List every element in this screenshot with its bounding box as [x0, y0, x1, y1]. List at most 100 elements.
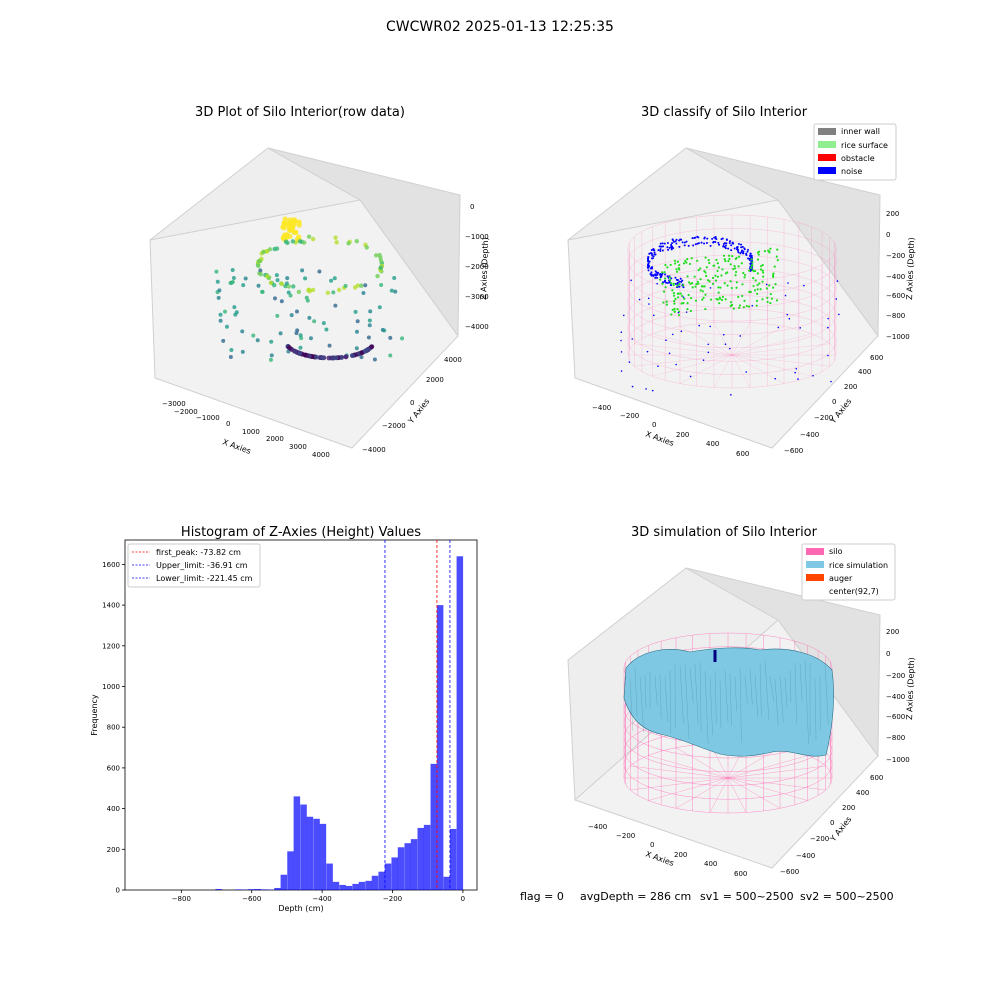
silo-spoke	[731, 354, 751, 388]
raw-ytick: −4000	[362, 446, 386, 454]
silo-spoke	[727, 777, 826, 791]
noise-point	[650, 252, 653, 255]
rice-surface-point	[716, 269, 719, 273]
hist-bar	[417, 827, 425, 890]
rice-surface-point	[740, 262, 743, 265]
hist-xtick-label: −800	[172, 895, 191, 903]
mesh-line	[769, 676, 775, 702]
raw-point	[286, 345, 292, 351]
raw-point	[317, 269, 322, 274]
noise-point	[737, 243, 740, 246]
raw-point	[275, 278, 280, 283]
rice-surface-point	[731, 255, 734, 258]
rice-surface-point	[694, 299, 698, 302]
rice-surface-point	[734, 274, 737, 277]
raw-point	[224, 324, 229, 329]
sim-legend: silo rice simulation auger center(92,7)	[801, 543, 896, 601]
silo-spoke	[727, 765, 826, 779]
hist-xtick-label: −200	[383, 895, 402, 903]
noise-point	[678, 245, 681, 248]
rice-surface-point	[756, 283, 759, 287]
raw-point	[325, 290, 331, 295]
raw-point	[230, 268, 235, 273]
raw-xtick: −1000	[196, 414, 220, 422]
rice-surface-point	[663, 271, 666, 274]
rice-surface-point	[678, 263, 681, 267]
classify-xtick: −400	[592, 404, 611, 412]
legend-swatch-obstacle	[818, 154, 836, 161]
hist-legend-box	[127, 543, 261, 588]
noise-point	[700, 241, 703, 244]
raw-point	[307, 315, 312, 320]
rice-surface-point	[719, 286, 722, 289]
rice-surface-point	[768, 284, 771, 287]
noise-point	[683, 241, 686, 244]
rice-surface-point	[673, 302, 676, 305]
rice-surface-point	[730, 286, 733, 290]
raw-point	[232, 305, 237, 310]
noise-point	[666, 241, 669, 244]
noise-point	[730, 249, 733, 252]
raw-point	[214, 269, 219, 274]
noise-point	[657, 249, 660, 252]
noise-point	[650, 271, 653, 274]
noise-point	[751, 304, 754, 307]
raw-point	[268, 357, 273, 362]
noise-point	[747, 257, 750, 260]
rice-surface-point	[775, 255, 778, 258]
footer-flag: flag = 0	[520, 890, 564, 903]
raw-point	[243, 276, 248, 281]
noise-point	[620, 351, 623, 353]
silo-ring	[627, 228, 837, 295]
sim-title: 3D simulation of Silo Interior	[631, 525, 818, 540]
silo-spoke	[679, 326, 733, 356]
noise-point	[707, 351, 710, 354]
noise-point	[709, 325, 712, 328]
rice-surface-point	[706, 279, 710, 282]
silo-spoke	[727, 777, 808, 801]
rice-surface-point	[699, 289, 702, 292]
rice-surface-point	[694, 285, 697, 288]
rice-surface-point	[735, 256, 738, 259]
rice-surface-point	[682, 262, 686, 265]
raw-xtick: −3000	[162, 400, 186, 408]
raw-point	[378, 265, 383, 271]
raw-point	[366, 335, 371, 340]
noise-point	[620, 331, 623, 334]
rice-surface-point	[704, 271, 707, 274]
classify-xtick: 200	[676, 431, 689, 439]
noise-point	[671, 245, 674, 248]
noise-point	[739, 252, 742, 255]
hist-xtick-label: −600	[242, 895, 261, 903]
raw-point	[290, 239, 296, 244]
noise-point	[654, 276, 657, 279]
hist-xlabel: Depth (cm)	[278, 904, 323, 913]
hist-ytick-label: 200	[107, 846, 120, 854]
noise-point	[683, 244, 686, 247]
raw-point	[330, 355, 336, 361]
noise-point	[665, 339, 667, 341]
noise-point	[658, 245, 661, 248]
noise-point	[736, 245, 739, 248]
rice-surface-point	[748, 269, 751, 272]
mesh-line	[739, 667, 742, 743]
noise-point	[787, 282, 789, 284]
rice-surface-point	[763, 249, 767, 253]
classify-ztick: −600	[886, 292, 905, 300]
silo-spoke	[731, 343, 830, 356]
noise-point	[678, 280, 681, 283]
legend-label-rice-simulation: rice simulation	[829, 561, 888, 570]
sim-ytick: 400	[856, 789, 869, 797]
noise-point	[659, 276, 662, 279]
sim-xtick: 200	[674, 851, 687, 859]
noise-point	[742, 250, 745, 253]
classify-ztick: 0	[886, 231, 890, 239]
silo-spoke	[675, 777, 729, 809]
noise-point	[656, 282, 658, 285]
rice-surface-point	[738, 304, 742, 307]
noise-point	[667, 248, 670, 251]
silo-spoke	[727, 777, 781, 809]
hist-title: Histogram of Z-Axies (Height) Values	[181, 525, 421, 540]
mesh-line	[644, 674, 647, 709]
rice-surface-point	[735, 286, 738, 289]
